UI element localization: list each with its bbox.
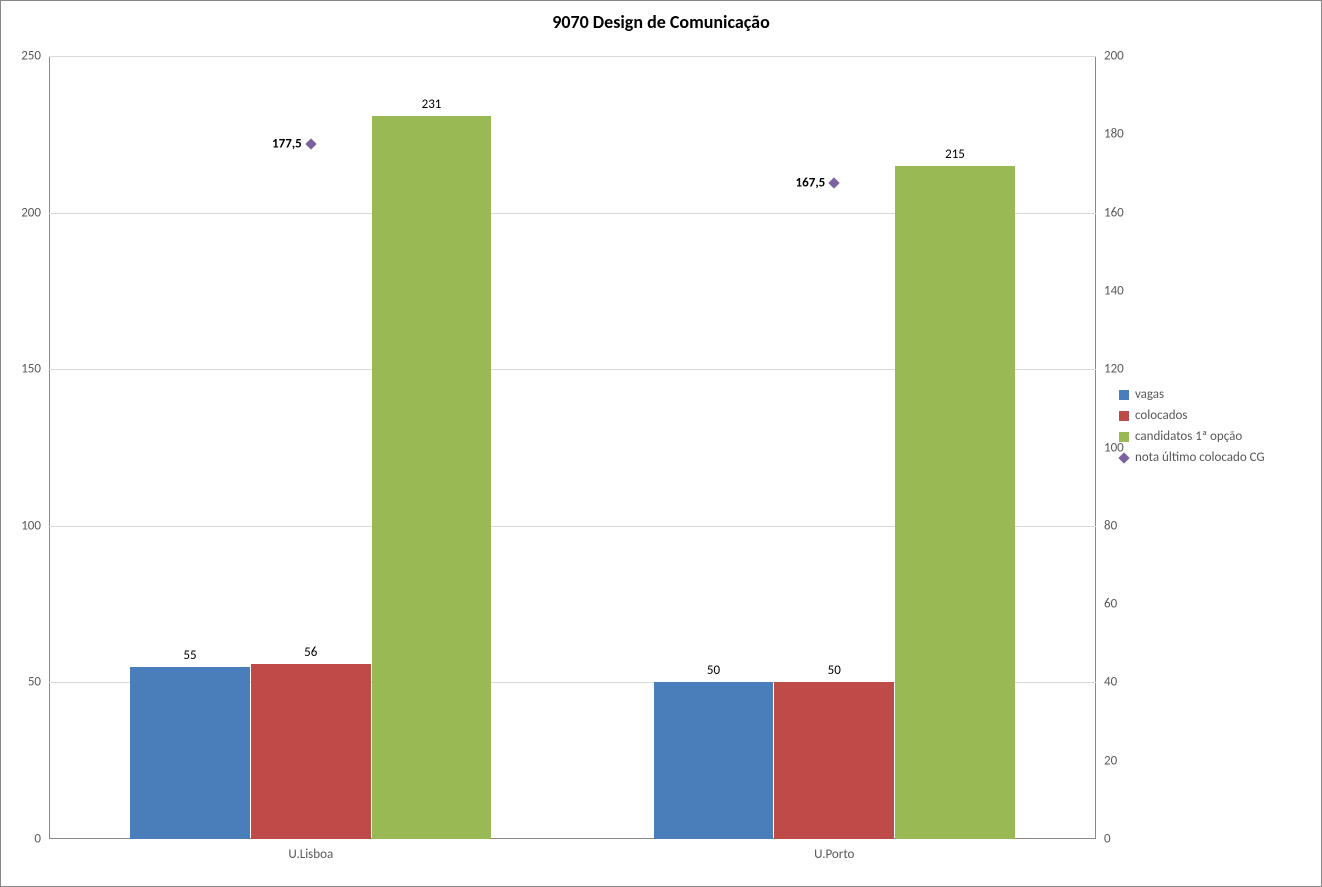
legend-item: vagas — [1119, 387, 1265, 402]
bar-label: 56 — [304, 645, 317, 660]
legend-swatch-icon — [1119, 411, 1129, 421]
marker-label: 177,5 — [272, 137, 302, 152]
y2-tick-label: 160 — [1096, 205, 1124, 220]
bar-label: 55 — [183, 648, 196, 663]
bar-colocados — [774, 682, 894, 839]
y2-tick-label: 0 — [1096, 832, 1111, 847]
x-tick-label: U.Lisboa — [288, 839, 333, 862]
legend-diamond-icon — [1118, 452, 1129, 463]
bar-label: 50 — [707, 663, 720, 678]
marker-nota-último-colocado-CG — [829, 178, 840, 189]
y1-axis-line — [49, 56, 50, 839]
y1-tick-label: 0 — [34, 832, 49, 847]
marker-nota-último-colocado-CG — [305, 138, 316, 149]
y1-tick-label: 100 — [21, 518, 49, 533]
marker-label: 167,5 — [796, 176, 826, 191]
bar-colocados — [251, 664, 371, 839]
y2-tick-label: 200 — [1096, 49, 1124, 64]
legend-label: nota último colocado CG — [1135, 450, 1265, 465]
y2-tick-label: 80 — [1096, 518, 1117, 533]
y2-tick-label: 120 — [1096, 362, 1124, 377]
y1-tick-label: 200 — [21, 205, 49, 220]
y2-tick-label: 140 — [1096, 283, 1124, 298]
legend-item: nota último colocado CG — [1119, 450, 1265, 465]
x-tick-label: U.Porto — [814, 839, 854, 862]
y2-tick-label: 20 — [1096, 753, 1117, 768]
bar-label: 215 — [945, 147, 965, 162]
legend-label: candidatos 1ª opção — [1135, 429, 1242, 444]
y2-tick-label: 60 — [1096, 597, 1117, 612]
chart-title: 9070 Design de Comunicação — [1, 11, 1321, 33]
legend-item: candidatos 1ª opção — [1119, 429, 1265, 444]
bar-vagas — [654, 682, 774, 839]
bar-vagas — [130, 667, 250, 839]
y1-tick-label: 50 — [28, 675, 49, 690]
plot-area: 0501001502002500204060801001201401601802… — [49, 56, 1096, 839]
legend-swatch-icon — [1119, 390, 1129, 400]
gridline — [49, 56, 1096, 57]
legend-label: vagas — [1135, 387, 1164, 402]
y2-tick-label: 180 — [1096, 127, 1124, 142]
legend: vagas colocados candidatos 1ª opção nota úl… — [1119, 381, 1265, 471]
y1-tick-label: 250 — [21, 49, 49, 64]
legend-item: colocados — [1119, 408, 1265, 423]
bar-candidatos-1ª-opção — [895, 166, 1015, 839]
y2-tick-label: 40 — [1096, 675, 1117, 690]
bar-label: 50 — [828, 663, 841, 678]
chart-frame: 9070 Design de Comunicação 0501001502002… — [0, 0, 1322, 887]
legend-swatch-icon — [1119, 432, 1129, 442]
legend-label: colocados — [1135, 408, 1187, 423]
bar-candidatos-1ª-opção — [372, 116, 492, 839]
y1-tick-label: 150 — [21, 362, 49, 377]
bar-label: 231 — [422, 97, 442, 112]
